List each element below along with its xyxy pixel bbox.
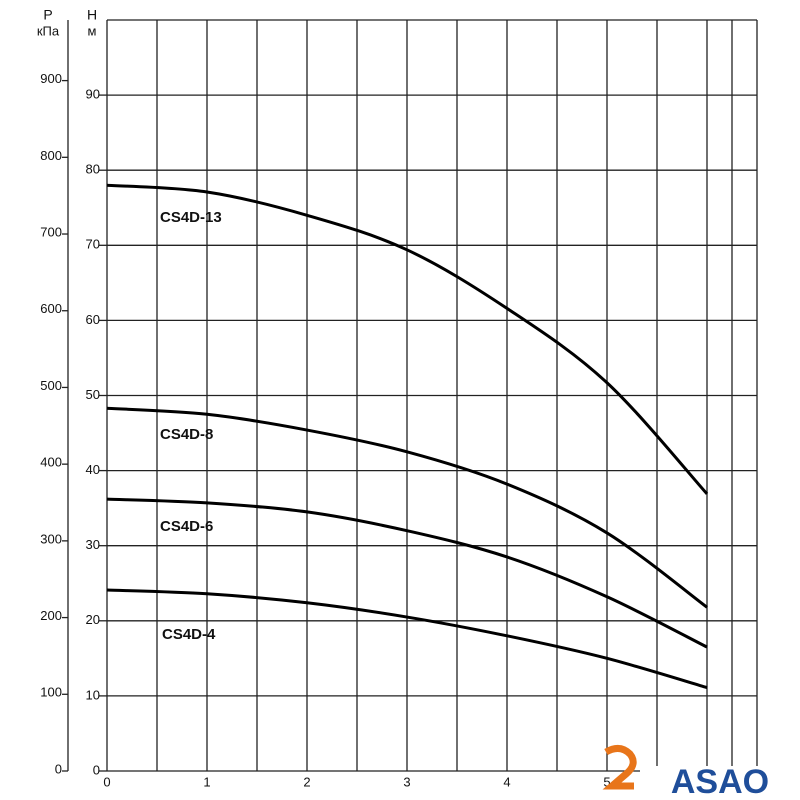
y-tick-label: 10	[86, 687, 100, 702]
y2-tick-label: 0	[55, 761, 62, 776]
x-tick-label: 1	[203, 774, 210, 789]
curve	[106, 497, 708, 649]
y2-tick-label: 500	[40, 378, 62, 393]
y-tick-label: 30	[86, 537, 100, 552]
logo-text: ASAO	[671, 763, 769, 800]
logo-bg	[640, 766, 800, 800]
series-label: CS4D-6	[160, 518, 213, 535]
x-tick-label: 4	[503, 774, 510, 789]
curve	[106, 406, 708, 609]
y2-unit: кПа	[37, 23, 60, 38]
series-label: CS4D-4	[162, 626, 216, 643]
x-tick-label: 5	[603, 774, 610, 789]
y2-tick-label: 100	[40, 685, 62, 700]
y2-tick-label: 400	[40, 455, 62, 470]
y2-tick-label: 200	[40, 608, 62, 623]
x-tick-label: 2	[303, 774, 310, 789]
y2-label: P	[43, 7, 52, 23]
curve	[106, 183, 709, 495]
y2-tick-label: 800	[40, 148, 62, 163]
y-tick-label: 0	[93, 762, 100, 777]
y-unit: м	[88, 23, 97, 38]
y2-tick-label: 700	[40, 224, 62, 239]
y2-tick-label: 300	[40, 531, 62, 546]
logo: ASAO	[602, 745, 800, 800]
y-tick-label: 70	[86, 237, 100, 252]
series-label: CS4D-13	[160, 209, 222, 226]
y-tick-label: 20	[86, 612, 100, 627]
y2-tick-label: 600	[40, 301, 62, 316]
y-tick-label: 40	[86, 462, 100, 477]
series-label: CS4D-8	[160, 426, 213, 443]
x-tick-label: 3	[403, 774, 410, 789]
logo-mark	[602, 745, 637, 790]
y-tick-label: 80	[86, 162, 100, 177]
y-tick-label: 60	[86, 312, 100, 327]
curve	[106, 588, 708, 690]
x-tick-label: 0	[103, 774, 110, 789]
y-label: Н	[87, 7, 97, 23]
y2-tick-label: 900	[40, 71, 62, 86]
y-tick-label: 50	[86, 387, 100, 402]
y-tick-label: 90	[86, 87, 100, 102]
